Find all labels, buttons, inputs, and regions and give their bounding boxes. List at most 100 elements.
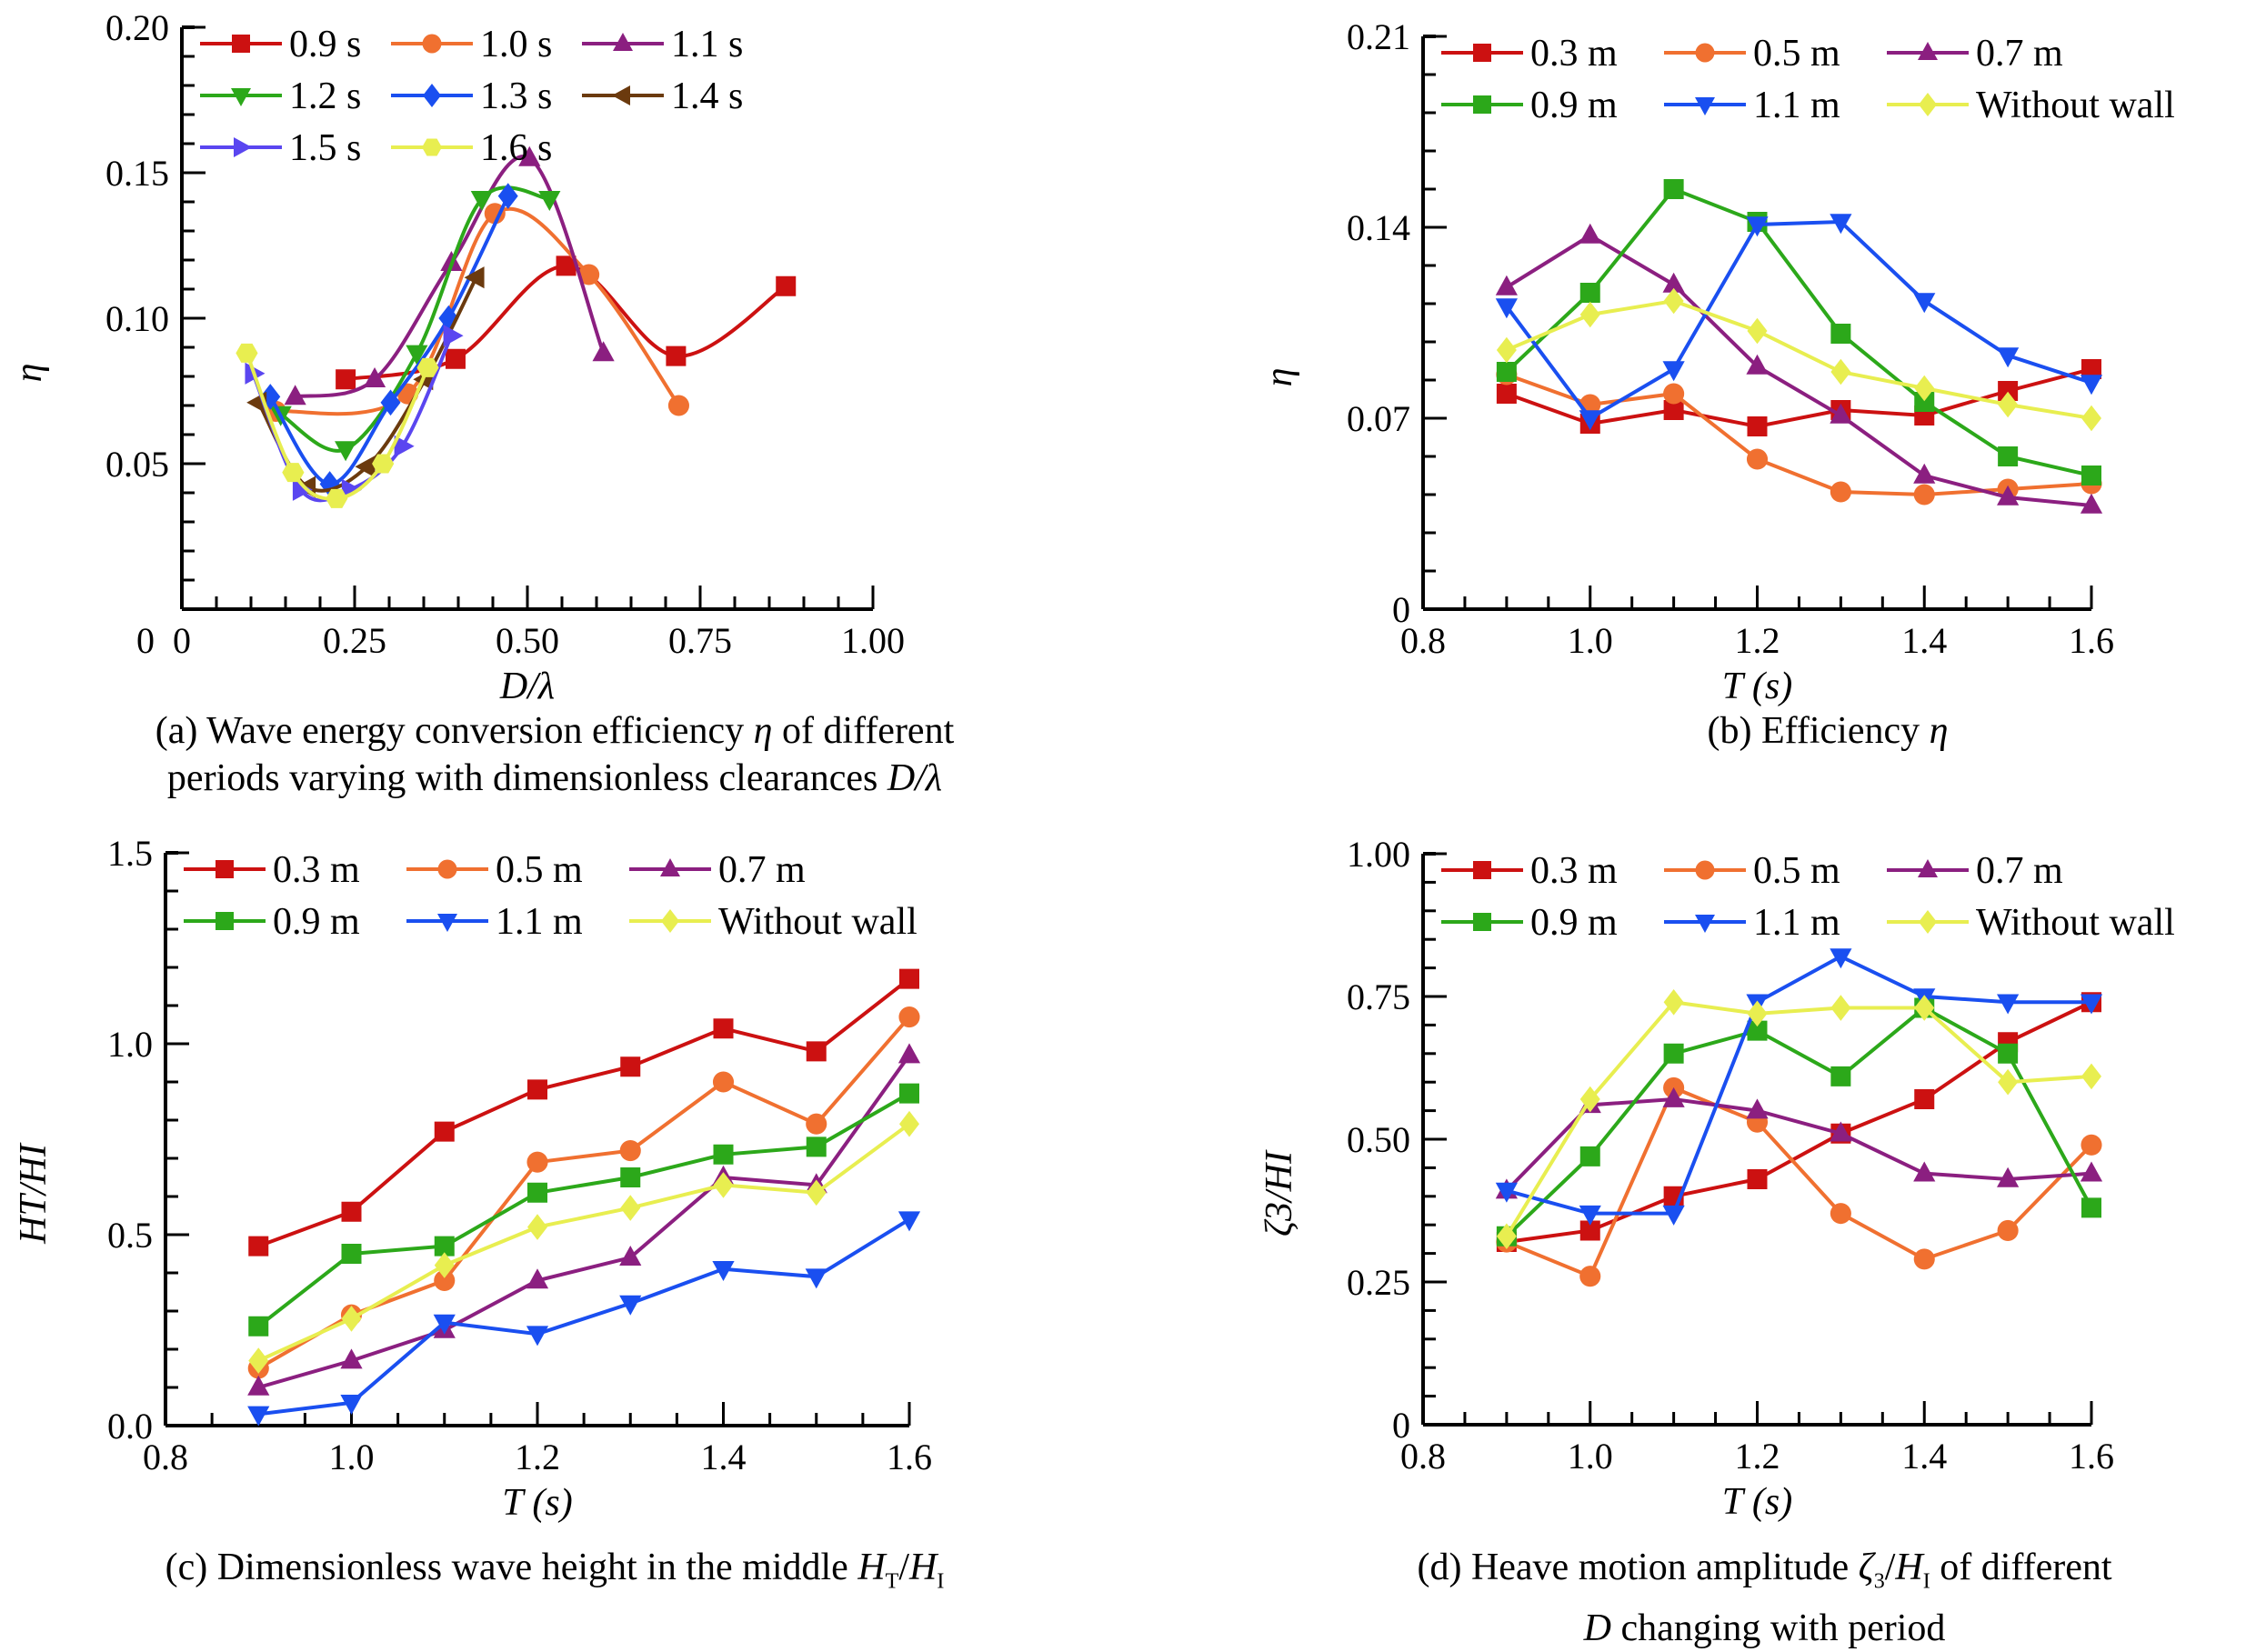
legend-marker <box>422 34 442 54</box>
legend-label: 0.9 m <box>1530 902 1618 944</box>
legend-marker <box>234 137 252 157</box>
data-point <box>1830 1066 1851 1086</box>
data-point <box>526 1326 549 1347</box>
y-axis-title: HT/HI <box>13 1142 55 1245</box>
legend-marker <box>661 909 679 933</box>
data-point <box>1662 1205 1685 1226</box>
data-point <box>1830 481 1851 503</box>
data-point <box>1830 358 1851 385</box>
legend-label: 0.7 m <box>718 849 806 891</box>
legend-marker <box>1695 860 1715 880</box>
legend-label: 1.5 s <box>289 127 361 169</box>
x-tick-label: 1.0 <box>1568 1436 1613 1477</box>
data-point <box>527 1182 547 1203</box>
data-point <box>2080 1161 2103 1182</box>
data-point <box>470 191 493 211</box>
data-point <box>713 1144 734 1165</box>
data-point <box>1579 223 1601 244</box>
data-point <box>2081 1063 2101 1090</box>
data-point <box>1746 448 1769 470</box>
data-point <box>2081 359 2101 379</box>
x-axis-title: T (s) <box>1722 666 1792 707</box>
series-line <box>1505 1006 2093 1238</box>
x-tick-label: 1.0 <box>1568 620 1613 661</box>
data-point <box>433 1314 456 1335</box>
data-point <box>394 435 415 457</box>
legend-label: 0.5 m <box>1753 850 1840 892</box>
data-point <box>434 1252 455 1278</box>
legend-label: 0.3 m <box>273 849 360 891</box>
x-tick-label: 0.8 <box>143 1437 188 1477</box>
x-tick-label: 1.6 <box>887 1437 932 1477</box>
data-point <box>899 968 919 989</box>
x-axis-title: T (s) <box>502 1482 572 1524</box>
data-point <box>1830 324 1851 344</box>
y-tick-label: 0.07 <box>1347 398 1410 439</box>
data-point <box>620 1056 641 1077</box>
x-tick-label: 1.2 <box>1735 1436 1780 1477</box>
data-point <box>620 1195 641 1221</box>
data-point <box>666 345 687 366</box>
data-point <box>712 1261 735 1281</box>
data-point <box>445 348 466 369</box>
legend-label: 0.5 m <box>1753 33 1840 75</box>
legend-item: 0.3 m <box>1441 33 1618 75</box>
data-point <box>1663 988 1684 1016</box>
data-point <box>592 341 615 362</box>
data-point <box>372 454 395 474</box>
data-point <box>1998 1043 2019 1064</box>
caption-d-text-2: of different <box>1930 1547 2112 1588</box>
legend-marker <box>1695 915 1715 933</box>
legend-item: Without wall <box>1887 902 2175 944</box>
legend-label: 1.1 m <box>1753 902 1840 944</box>
legend-marker <box>216 912 234 930</box>
data-point <box>248 1236 269 1257</box>
data-point <box>713 1172 734 1198</box>
legend-marker <box>1695 97 1715 115</box>
legend-item: 0.5 m <box>1664 850 1840 892</box>
legend-item: 0.9 s <box>200 24 361 65</box>
data-point <box>1998 1068 2019 1096</box>
legend-item: Without wall <box>629 901 917 943</box>
data-point <box>1662 272 1685 293</box>
legend-marker <box>232 35 250 53</box>
y-tick-label: 0 <box>1392 589 1410 630</box>
data-point <box>247 1375 270 1396</box>
data-point <box>1830 1203 1851 1225</box>
data-point <box>1579 1146 1600 1166</box>
legend-label: Without wall <box>718 901 917 943</box>
data-point <box>1746 216 1769 237</box>
data-point <box>556 255 577 276</box>
data-point <box>1830 214 1852 235</box>
legend-marker <box>422 138 442 156</box>
legend-item: 0.3 m <box>1441 850 1618 892</box>
series-0.9-m <box>1496 997 2101 1247</box>
data-point <box>526 1268 549 1289</box>
series-line <box>1506 373 2092 497</box>
data-point <box>1747 1168 1768 1189</box>
data-point <box>620 1167 641 1187</box>
legend-item: 0.9 m <box>184 901 360 943</box>
legend-item: 1.2 s <box>200 75 361 117</box>
series-0.3-m <box>1496 992 2101 1253</box>
data-point <box>326 488 348 508</box>
legend: 0.9 s 1.0 s 1.1 s 1.2 s 1.3 s 1.4 s 1.5 s 1.6 s <box>200 24 743 169</box>
x-tick-label: 1.6 <box>2069 620 2114 661</box>
data-point <box>2081 1197 2101 1218</box>
data-point <box>2080 375 2103 395</box>
caption-b-text: (b) Efficiency <box>1707 710 1930 752</box>
series-0.3-m <box>248 968 919 1257</box>
data-point <box>712 1071 735 1093</box>
data-point <box>578 264 600 285</box>
data-point <box>1663 179 1684 199</box>
data-point <box>416 357 439 377</box>
data-point <box>1913 463 1936 484</box>
y-tick-label: 0.0 <box>107 1406 153 1447</box>
data-point <box>806 1179 827 1206</box>
data-point <box>1746 354 1769 375</box>
legend-item: 1.1 m <box>1664 85 1840 126</box>
data-point <box>341 1201 362 1222</box>
data-point <box>2081 466 2101 486</box>
